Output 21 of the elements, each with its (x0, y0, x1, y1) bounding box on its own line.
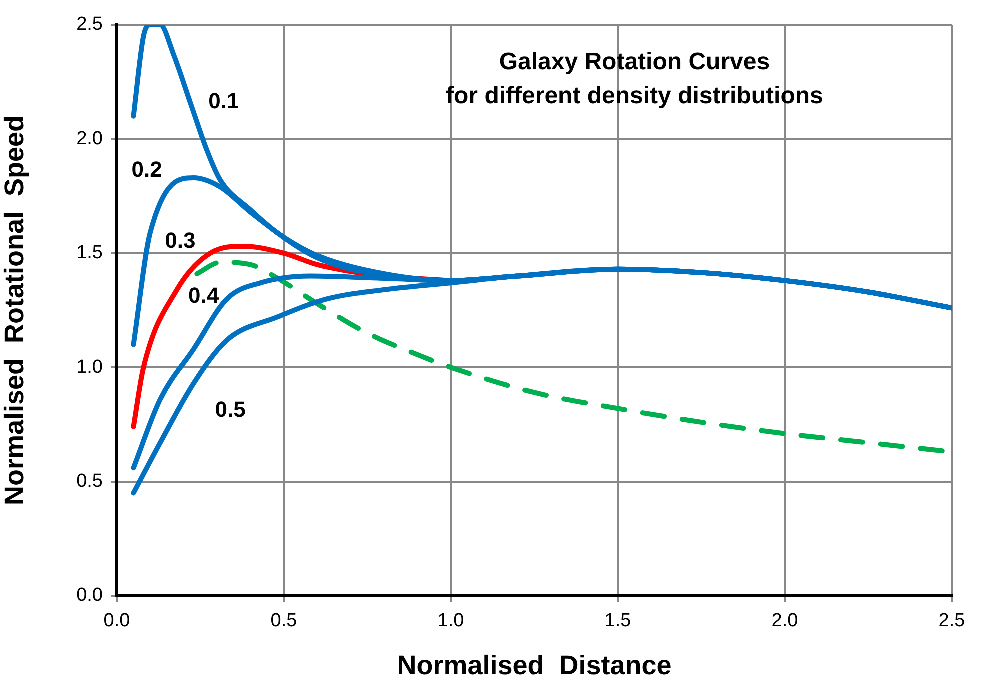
x-tick-label: 0.5 (270, 610, 298, 632)
y-tick-label: 1.5 (76, 242, 103, 264)
text: for different density distributions (446, 82, 824, 110)
series-label: 0.2 (132, 157, 162, 182)
x-tick-label: 1.5 (604, 610, 632, 632)
x-tick-label: 2.5 (938, 610, 966, 632)
series-label: 0.1 (208, 88, 240, 114)
y-tick-label: 2.5 (76, 14, 103, 36)
series-label: 0.4 (188, 282, 220, 308)
series-label: 0.5 (215, 397, 246, 422)
y-tick-label: 0.0 (76, 585, 103, 606)
text: Galaxy Rotation Curves (499, 48, 770, 76)
series-label: 0.3 (165, 228, 196, 254)
y-tick-label: 0.5 (76, 471, 103, 492)
y-tick-label: 2.0 (76, 128, 103, 150)
x-tick-label: 2.0 (772, 610, 798, 632)
x-tick-label: 0.0 (104, 610, 130, 632)
x-tick-label: 1.0 (438, 610, 464, 632)
y-tick-label: 1.0 (76, 356, 103, 378)
x-axis-title: Normalised Distance (397, 650, 672, 680)
y-axis-title: Normalised Rotational Speed (0, 115, 30, 506)
